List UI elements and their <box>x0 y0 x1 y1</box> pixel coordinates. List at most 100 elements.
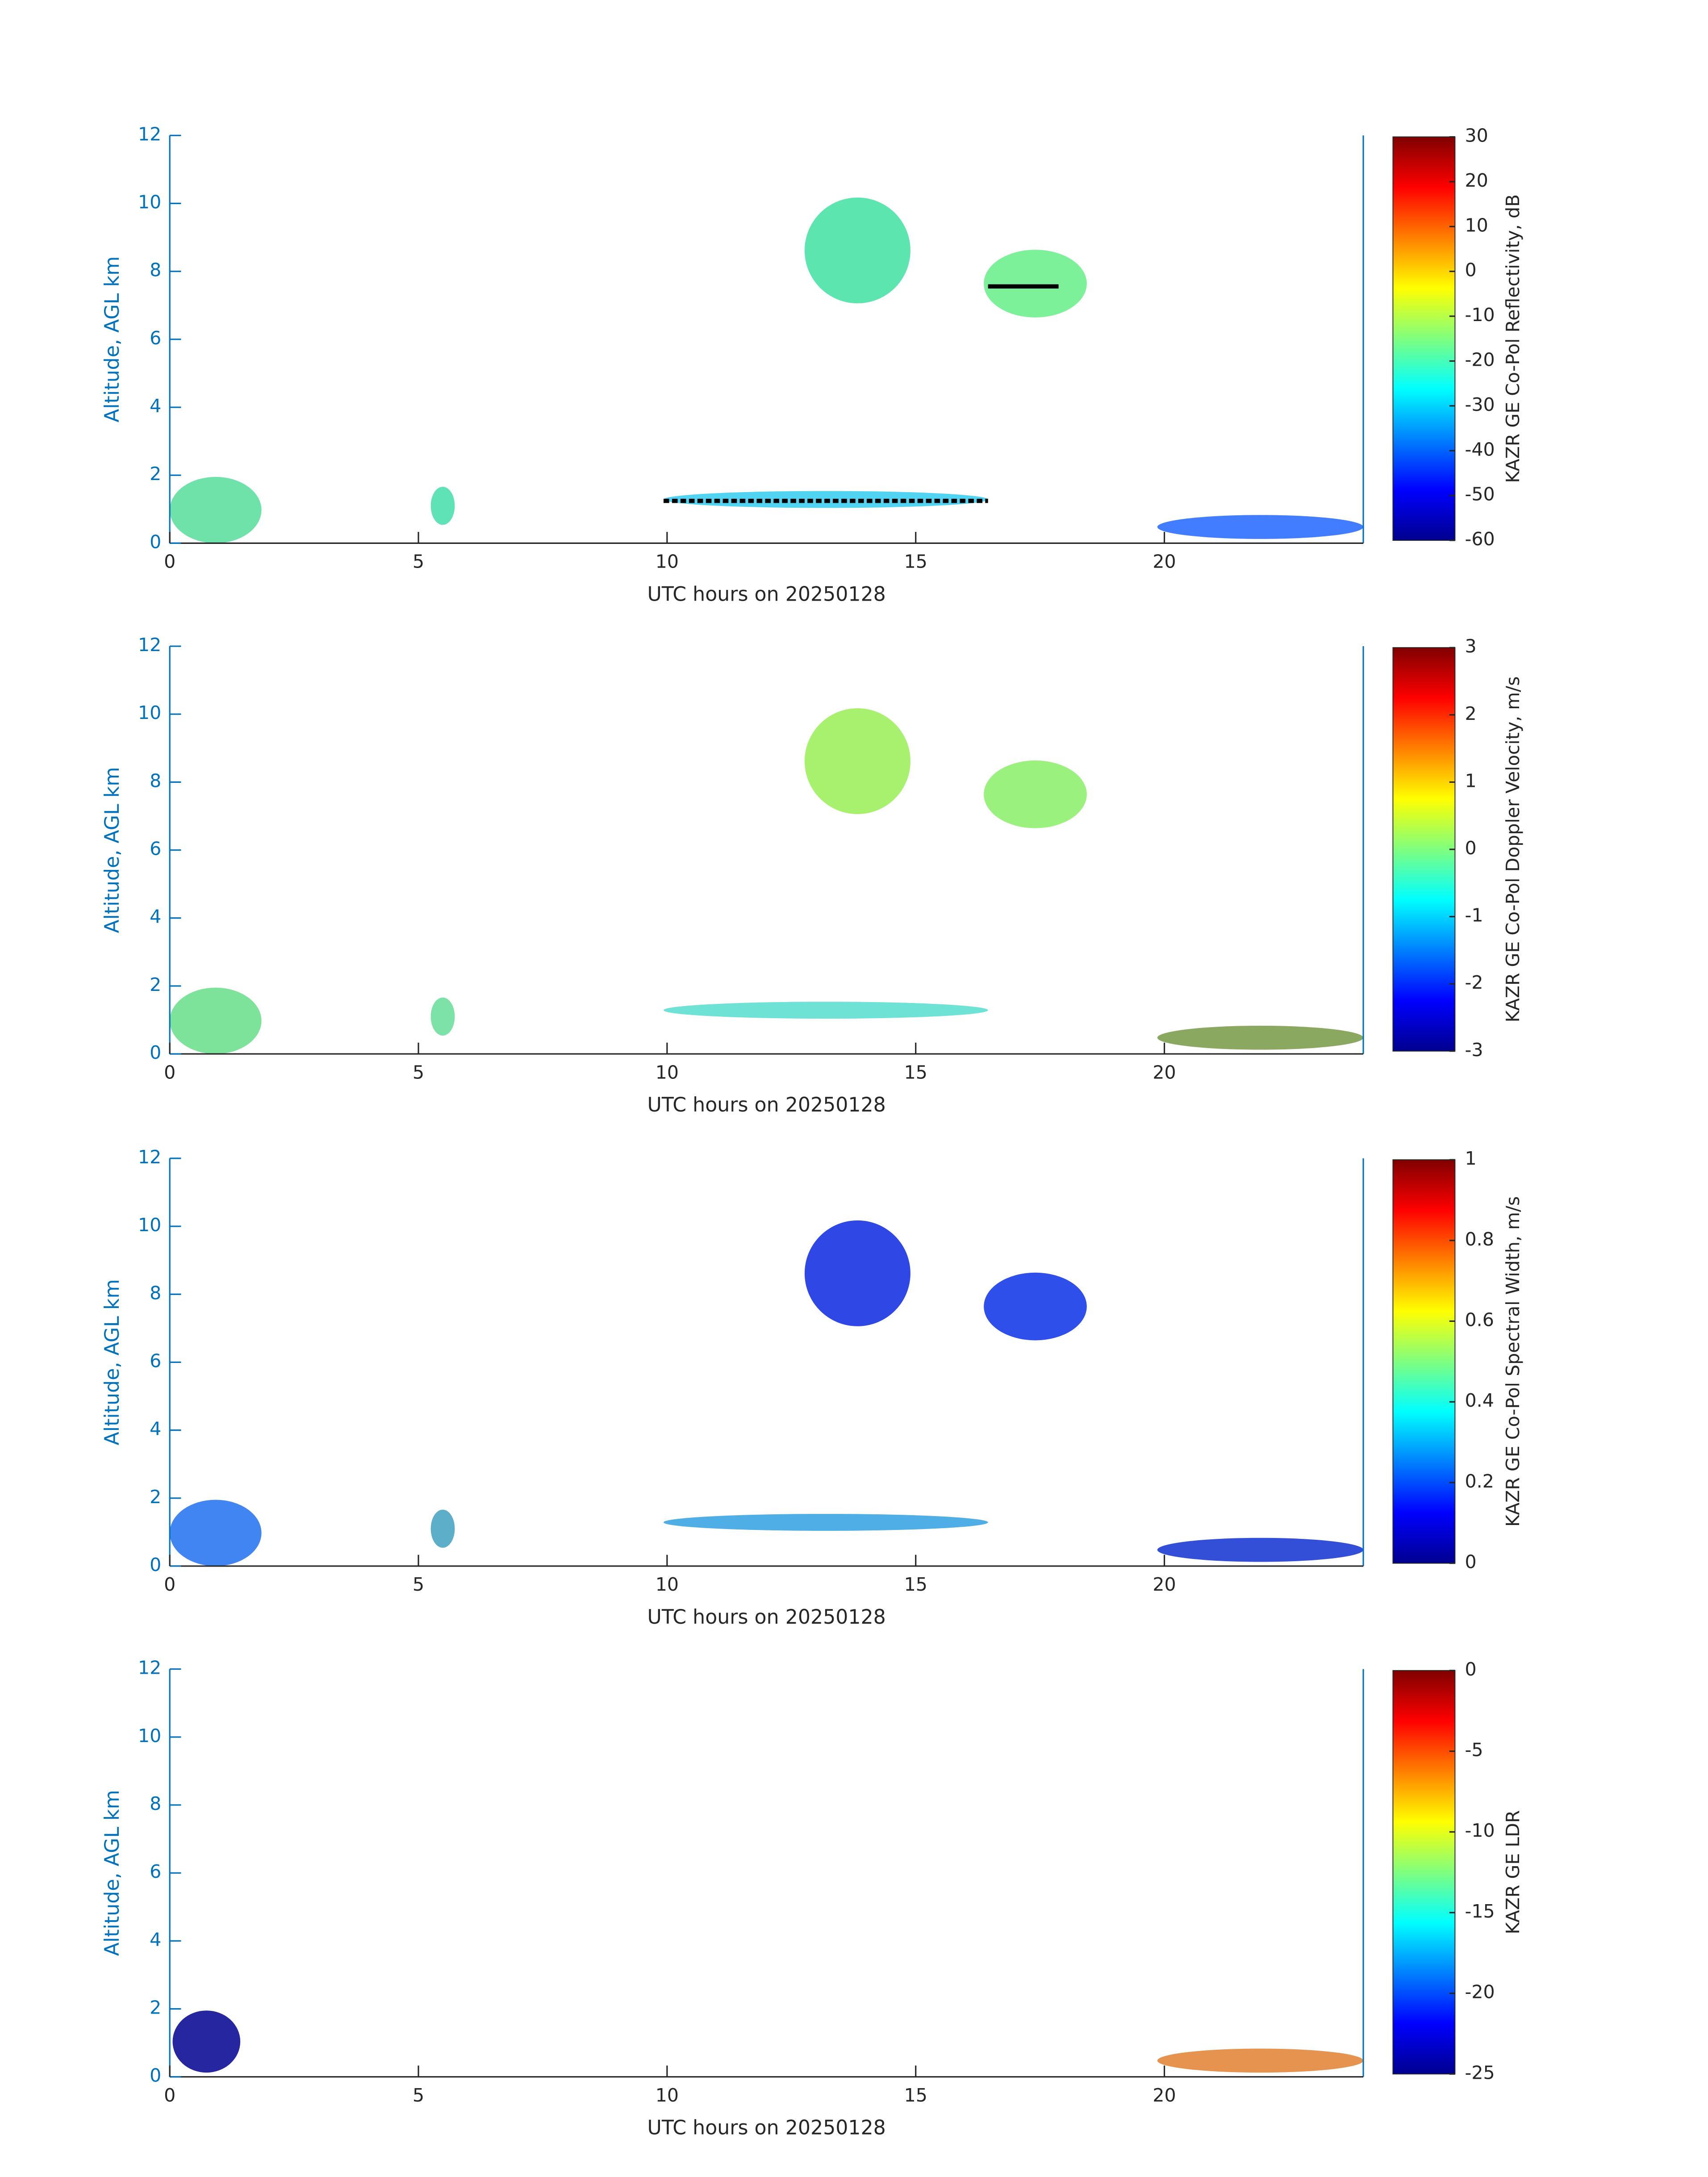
colorbar-tick-label: 0 <box>1465 1659 1477 1680</box>
colorbar-tick-label: 0 <box>1465 259 1477 281</box>
x-tick-label: 20 <box>1153 1061 1176 1083</box>
colorbar-tick-label: -30 <box>1465 394 1495 415</box>
y-axis-label: Altitude, AGL km <box>101 1790 124 1956</box>
colorbar-tick-label: 1 <box>1465 770 1477 791</box>
colorbar-tick-label: 3 <box>1465 635 1477 657</box>
y-tick-label: 4 <box>150 1929 161 1950</box>
x-tick-label: 10 <box>656 551 679 572</box>
y-tick-label: 8 <box>150 1793 161 1814</box>
colorbar-tick-label: 0.6 <box>1465 1309 1494 1330</box>
y-tick-label: 4 <box>150 906 161 928</box>
echo-region <box>663 1002 988 1019</box>
x-tick-label: 0 <box>164 1574 175 1595</box>
colorbar-tick-label: -25 <box>1465 2062 1495 2083</box>
x-tick-label: 5 <box>413 1574 424 1595</box>
y-tick-label: 8 <box>150 770 161 791</box>
y-tick-label: 6 <box>150 1861 161 1882</box>
colorbar-tick-label: 0.4 <box>1465 1390 1494 1411</box>
colorbar-tick-label: -15 <box>1465 1901 1495 1922</box>
y-tick-label: 6 <box>150 1350 161 1371</box>
x-tick-label: 10 <box>656 2085 679 2106</box>
y-axis-label: Altitude, AGL km <box>101 256 124 422</box>
y-tick-label: 2 <box>150 1486 161 1508</box>
colorbar-tick-label: -3 <box>1465 1039 1483 1061</box>
y-tick-label: 6 <box>150 327 161 349</box>
y-tick-label: 8 <box>150 1282 161 1304</box>
colorbar-tick-label: -1 <box>1465 905 1483 926</box>
echo-region <box>170 1500 262 1566</box>
x-axis-label: UTC hours on 20250128 <box>647 2117 885 2139</box>
echo-region <box>804 1220 910 1326</box>
colorbar <box>1392 136 1456 541</box>
echo-region <box>1157 515 1364 539</box>
echo-region <box>1157 2048 1364 2073</box>
echo-region <box>430 997 455 1036</box>
echo-region <box>984 250 1087 318</box>
colorbar-tick-label: -2 <box>1465 972 1483 993</box>
colorbar-tick-label: 0.2 <box>1465 1471 1494 1492</box>
colorbar-tick-label: 0 <box>1465 837 1477 859</box>
x-tick-label: 5 <box>413 551 424 572</box>
colorbar-tick-label: 20 <box>1465 170 1488 191</box>
x-axis-label: UTC hours on 20250128 <box>647 583 885 606</box>
x-tick-label: 15 <box>904 1061 927 1083</box>
echo-region <box>984 760 1087 828</box>
echo-region <box>430 487 455 525</box>
y-axis-label: Altitude, AGL km <box>101 767 124 933</box>
y-tick-label: 10 <box>138 702 161 723</box>
colorbar-tick-label: -10 <box>1465 1820 1495 1841</box>
y-tick-label: 8 <box>150 259 161 281</box>
colorbar <box>1392 1159 1456 1564</box>
colorbar-tick-label: -5 <box>1465 1739 1483 1760</box>
y-tick-label: 10 <box>138 191 161 213</box>
x-tick-label: 0 <box>164 551 175 572</box>
colorbar-tick-label: 1 <box>1465 1148 1477 1169</box>
colorbar-tick-label: -40 <box>1465 439 1495 460</box>
y-tick-label: 0 <box>150 1042 161 1063</box>
y-tick-label: 10 <box>138 1214 161 1236</box>
y-tick-label: 4 <box>150 1418 161 1440</box>
y-tick-label: 0 <box>150 2065 161 2086</box>
y-tick-label: 12 <box>138 1146 161 1168</box>
colorbar-tick-label: 0 <box>1465 1551 1477 1573</box>
y-tick-label: 2 <box>150 463 161 485</box>
colorbar <box>1392 647 1456 1052</box>
x-axis-label: UTC hours on 20250128 <box>647 1094 885 1116</box>
echo-region <box>170 987 262 1054</box>
y-tick-label: 12 <box>138 1657 161 1679</box>
echo-region <box>430 1509 455 1548</box>
colorbar-tick-label: 2 <box>1465 703 1477 724</box>
x-tick-label: 20 <box>1153 1574 1176 1595</box>
y-tick-label: 0 <box>150 1554 161 1575</box>
echo-region <box>1157 1025 1364 1050</box>
x-tick-label: 0 <box>164 2085 175 2106</box>
x-tick-label: 5 <box>413 1061 424 1083</box>
y-tick-label: 2 <box>150 1997 161 2018</box>
x-tick-label: 20 <box>1153 2085 1176 2106</box>
x-tick-label: 5 <box>413 2085 424 2106</box>
echo-region <box>804 708 910 814</box>
colorbar-label: KAZR GE Co-Pol Spectral Width, m/s <box>1502 1196 1524 1527</box>
colorbar-tick-label: 10 <box>1465 214 1488 236</box>
colorbar-tick-label: -20 <box>1465 349 1495 370</box>
colorbar-tick-label: -60 <box>1465 528 1495 550</box>
x-tick-label: 10 <box>656 1574 679 1595</box>
colorbar <box>1392 1670 1456 2075</box>
echo-region <box>804 197 910 304</box>
echo-region <box>172 2010 241 2073</box>
x-tick-label: 15 <box>904 1574 927 1595</box>
x-tick-label: 0 <box>164 1061 175 1083</box>
echo-region <box>170 476 262 543</box>
x-tick-label: 15 <box>904 2085 927 2106</box>
echo-region <box>1157 1538 1364 1562</box>
x-axis-label: UTC hours on 20250128 <box>647 1606 885 1629</box>
x-tick-label: 20 <box>1153 551 1176 572</box>
x-tick-label: 10 <box>656 1061 679 1083</box>
y-axis-label: Altitude, AGL km <box>101 1279 124 1445</box>
colorbar-label: KAZR GE Co-Pol Doppler Velocity, m/s <box>1502 676 1524 1022</box>
colorbar-tick-label: 0.8 <box>1465 1228 1494 1250</box>
